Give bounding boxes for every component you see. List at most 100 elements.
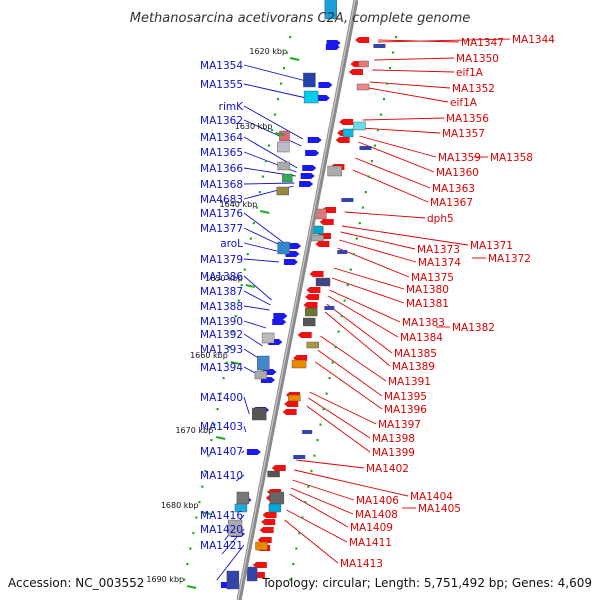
label-leader [243, 396, 250, 415]
label-leader [359, 135, 437, 158]
tick-dot [243, 268, 246, 271]
gene-label-ma1410: MA1410 [200, 470, 243, 482]
gene-label-ma1344: MA1344 [512, 34, 555, 46]
gene-block [303, 72, 316, 88]
gene-block [279, 130, 290, 142]
gene-label-ma1352: MA1352 [452, 83, 495, 95]
gene-label-ma1368: MA1368 [200, 179, 243, 191]
tick-dot [385, 82, 389, 85]
gene-label-ma1373: MA1373 [417, 244, 460, 256]
tick-mark [245, 284, 256, 288]
label-leader [241, 450, 245, 454]
label-leader [243, 320, 267, 329]
reverse-gene-arrow [319, 219, 334, 225]
label-leader [377, 38, 511, 43]
tick-dot [210, 439, 213, 442]
reverse-gene-arrow [252, 562, 267, 568]
gene-block [358, 60, 369, 68]
label-leader [339, 239, 417, 263]
tick-dot [195, 516, 198, 519]
gene-label-ma1421: MA1421 [200, 540, 243, 552]
gene-label-ma1386: MA1386 [200, 271, 243, 283]
gene-label-ma1397: MA1397 [378, 419, 421, 431]
label-leader [284, 519, 339, 564]
gene-block [304, 307, 318, 317]
tick-dot [255, 206, 258, 209]
label-leader [315, 361, 383, 410]
label-leader [243, 83, 311, 100]
tick-dot [246, 253, 249, 256]
tick-dot [352, 253, 355, 256]
tick-dot [328, 377, 331, 380]
gene-label-arol: aroL [220, 238, 243, 250]
label-leader [243, 212, 284, 243]
gene-label-ma1389: MA1389 [392, 361, 435, 373]
gene-label-eif1a: eif1A [456, 67, 484, 79]
tick-dot [213, 423, 216, 426]
tick-dot [337, 330, 340, 333]
label-leader [369, 81, 451, 89]
gene-block [227, 519, 243, 537]
gene-label-ma1407: MA1407 [200, 446, 243, 458]
gene-label-ma1379: MA1379 [200, 254, 243, 266]
gene-label-ma1420: MA1420 [200, 524, 243, 536]
tick-dot [198, 501, 201, 504]
tick-dot [234, 315, 237, 318]
gene-marker [302, 430, 313, 434]
label-leader [243, 119, 302, 147]
tick-label: 1650 kbp [205, 274, 243, 283]
gene-label-ma1406: MA1406 [356, 495, 399, 507]
label-leader [290, 487, 354, 515]
label-leader [243, 290, 271, 306]
tick-label: 1660 kbp [190, 351, 228, 360]
tick-dot [225, 361, 228, 364]
gene-block [288, 394, 301, 402]
tick-dot [325, 392, 328, 395]
reverse-gene-arrow [315, 241, 330, 247]
reverse-gene-arrow [257, 537, 272, 543]
accession-label: Accession: NC_003552 [8, 576, 144, 590]
tick-dot [204, 470, 207, 473]
tick-dot [376, 129, 380, 132]
position-ticks: 1620 kbp 1630 kbp 1640 kbp 1650 kbp 1660 kbp… [146, 36, 398, 589]
gene-block [226, 570, 240, 590]
tick-dot [322, 408, 325, 411]
label-leader [243, 275, 272, 301]
tick-dot [298, 532, 301, 535]
tick-dot [186, 563, 189, 566]
gene-label-ma1400: MA1400 [200, 392, 243, 404]
gene-label-ma1398: MA1398 [372, 433, 415, 445]
tick-dot [270, 129, 274, 132]
gene-label-ma1396: MA1396 [384, 404, 427, 416]
tick-dot [364, 191, 367, 194]
genome-backbone [236, 0, 359, 600]
tick-dot [192, 532, 195, 535]
tick-dot [313, 454, 316, 457]
tick-dot [331, 361, 334, 364]
genome-backbone-highlight [237, 0, 356, 600]
tick-dot [370, 160, 373, 163]
gene-label-ma1385: MA1385 [394, 348, 437, 360]
reverse-gene-arrow [293, 355, 308, 361]
reverse-gene-arrow [303, 302, 318, 308]
tick-dot [391, 51, 395, 54]
tick-dot [349, 268, 352, 271]
tick-dot [343, 299, 346, 302]
tick-dot [258, 191, 261, 194]
gene-label-ma4683: MA4683 [200, 194, 243, 206]
tick-dot [267, 144, 271, 147]
tick-dot [288, 36, 292, 39]
tick-dot [289, 578, 292, 581]
tick-dot [295, 547, 298, 550]
gene-label-ma1382: MA1382 [452, 322, 495, 334]
tick-dot [394, 36, 398, 39]
reverse-gene-arrow [297, 332, 312, 338]
gene-label-ma1367: MA1367 [430, 197, 473, 209]
gene-block [324, 0, 338, 20]
gene-label-ma1372: MA1372 [488, 253, 531, 265]
tick-dot [183, 578, 186, 581]
gene-block [353, 121, 366, 131]
tick-dot [340, 315, 343, 318]
tick-mark [289, 57, 300, 61]
gene-label-ma1365: MA1365 [200, 147, 243, 159]
